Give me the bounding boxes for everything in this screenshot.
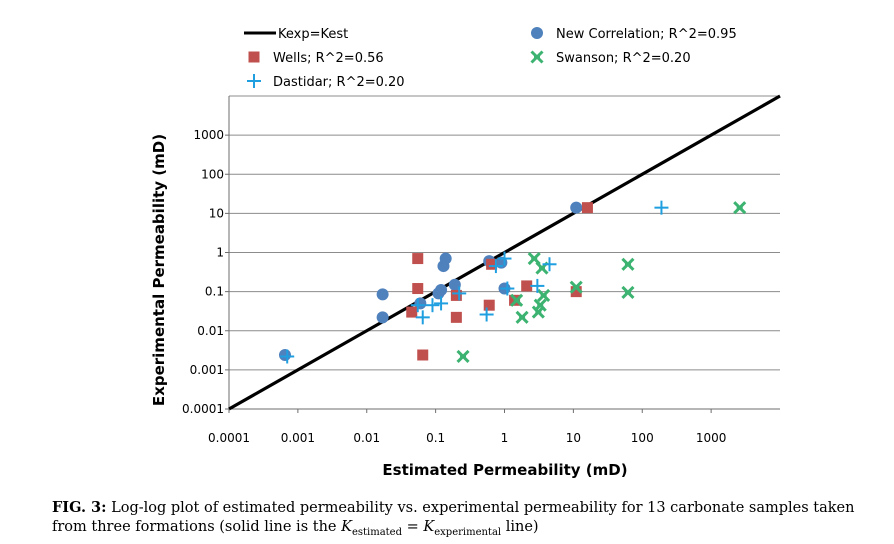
caption-fig-label: FIG. 3: [52, 499, 107, 516]
legend-label: New Correlation; R^2=0.95 [556, 27, 737, 42]
x-marker [530, 50, 544, 64]
series-square [406, 202, 593, 361]
plus-marker [542, 257, 557, 272]
plus-marker [280, 349, 295, 364]
series-x [456, 201, 747, 364]
legend-label: Swanson; R^2=0.20 [556, 51, 691, 66]
caption-sub-experimental: experimental [434, 526, 502, 538]
x-marker [456, 349, 470, 364]
plus-marker [479, 307, 494, 322]
x-tick-label: 0.001 [281, 431, 315, 445]
x-marker [621, 285, 635, 300]
y-tick-label: 1 [216, 246, 224, 260]
square-marker [412, 253, 424, 265]
plus-marker [425, 298, 440, 313]
x-tick-label: 0.01 [353, 431, 380, 445]
circle-marker [376, 288, 389, 301]
y-tick-label: 0.1 [205, 285, 224, 299]
caption-k-experimental: K [423, 519, 435, 535]
x-marker [569, 280, 583, 294]
x-tick-label: 10 [566, 431, 581, 445]
x-tick-label: 0.0001 [208, 431, 250, 445]
plus-marker [434, 296, 449, 311]
circle-marker [439, 252, 452, 265]
plus-marker [654, 200, 669, 215]
x-marker [510, 293, 524, 307]
figure-caption: FIG. 3: Log-log plot of estimated permea… [52, 498, 892, 542]
scatter-chart: 0.0001 0.001 0.01 0.1 1 10 100 1000 0.0001 0.001 0… [150, 27, 781, 479]
caption-text-1: Log-log plot of estimated permeability v… [52, 500, 855, 535]
plus-marker [415, 310, 430, 325]
circle-marker [376, 311, 389, 324]
circle-marker [570, 201, 583, 214]
plus-marker [530, 278, 545, 293]
circle-marker [435, 284, 448, 297]
x-marker [537, 288, 551, 302]
plus-marker [497, 251, 512, 266]
x-axis-label: Estimated Permeability (mD) [382, 461, 627, 479]
square-marker [483, 299, 495, 311]
x-tick-label: 1 [501, 431, 509, 445]
legend-label: Wells; R^2=0.56 [273, 51, 384, 66]
circle-marker [531, 27, 543, 39]
legend-label: Dastidar; R^2=0.20 [273, 75, 405, 90]
plus-marker [452, 286, 467, 301]
plus-marker [500, 281, 515, 296]
y-tick-label: 0.001 [190, 363, 224, 377]
y-tick-label: 100 [201, 167, 224, 181]
x-tick-label: 100 [631, 431, 654, 445]
x-marker [533, 298, 547, 312]
caption-text-2: line) [501, 519, 539, 535]
plus-marker [247, 74, 261, 88]
x-marker [733, 201, 747, 215]
x-tick-label: 1000 [696, 431, 727, 445]
legend-item: Dastidar; R^2=0.20 [247, 74, 405, 90]
y-tick-label: 0.01 [197, 324, 224, 338]
square-marker [521, 280, 533, 292]
x-tick-label: 0.1 [426, 431, 445, 445]
caption-sub-estimated: estimated [351, 526, 403, 538]
square-marker [581, 202, 593, 214]
square-marker [570, 286, 582, 298]
plus-marker [410, 298, 425, 313]
square-marker [486, 258, 498, 270]
y-tick-label: 0.0001 [182, 402, 224, 416]
plus-marker [488, 259, 503, 274]
square-marker [450, 311, 462, 323]
legend-item: New Correlation; R^2=0.95 [531, 27, 737, 42]
square-marker [406, 306, 418, 318]
legend: Kexp=Kest New Correlation; R^2=0.95 Wells;… [244, 27, 737, 90]
square-marker [450, 289, 462, 301]
caption-equals: = [402, 519, 424, 535]
legend-label: Kexp=Kest [278, 27, 348, 42]
square-marker [248, 51, 260, 63]
circle-marker [278, 348, 291, 361]
legend-item: Wells; R^2=0.56 [248, 51, 384, 66]
data-points [278, 200, 747, 364]
y-tick-label: 10 [209, 206, 224, 220]
series-plus [280, 200, 669, 364]
square-marker [417, 349, 429, 361]
x-marker [515, 310, 529, 324]
square-marker [412, 283, 424, 295]
legend-item: Swanson; R^2=0.20 [530, 50, 691, 66]
legend-item: Kexp=Kest [244, 27, 348, 42]
y-axis-label: Experimental Permeability (mD) [150, 134, 168, 406]
circle-marker [448, 278, 461, 291]
tick-labels: 0.0001 0.001 0.01 0.1 1 10 100 1000 0.0001 0.001 0… [182, 128, 726, 445]
caption-k-estimated: K [341, 519, 352, 535]
y-tick-label: 1000 [193, 128, 224, 142]
x-marker [621, 257, 635, 271]
